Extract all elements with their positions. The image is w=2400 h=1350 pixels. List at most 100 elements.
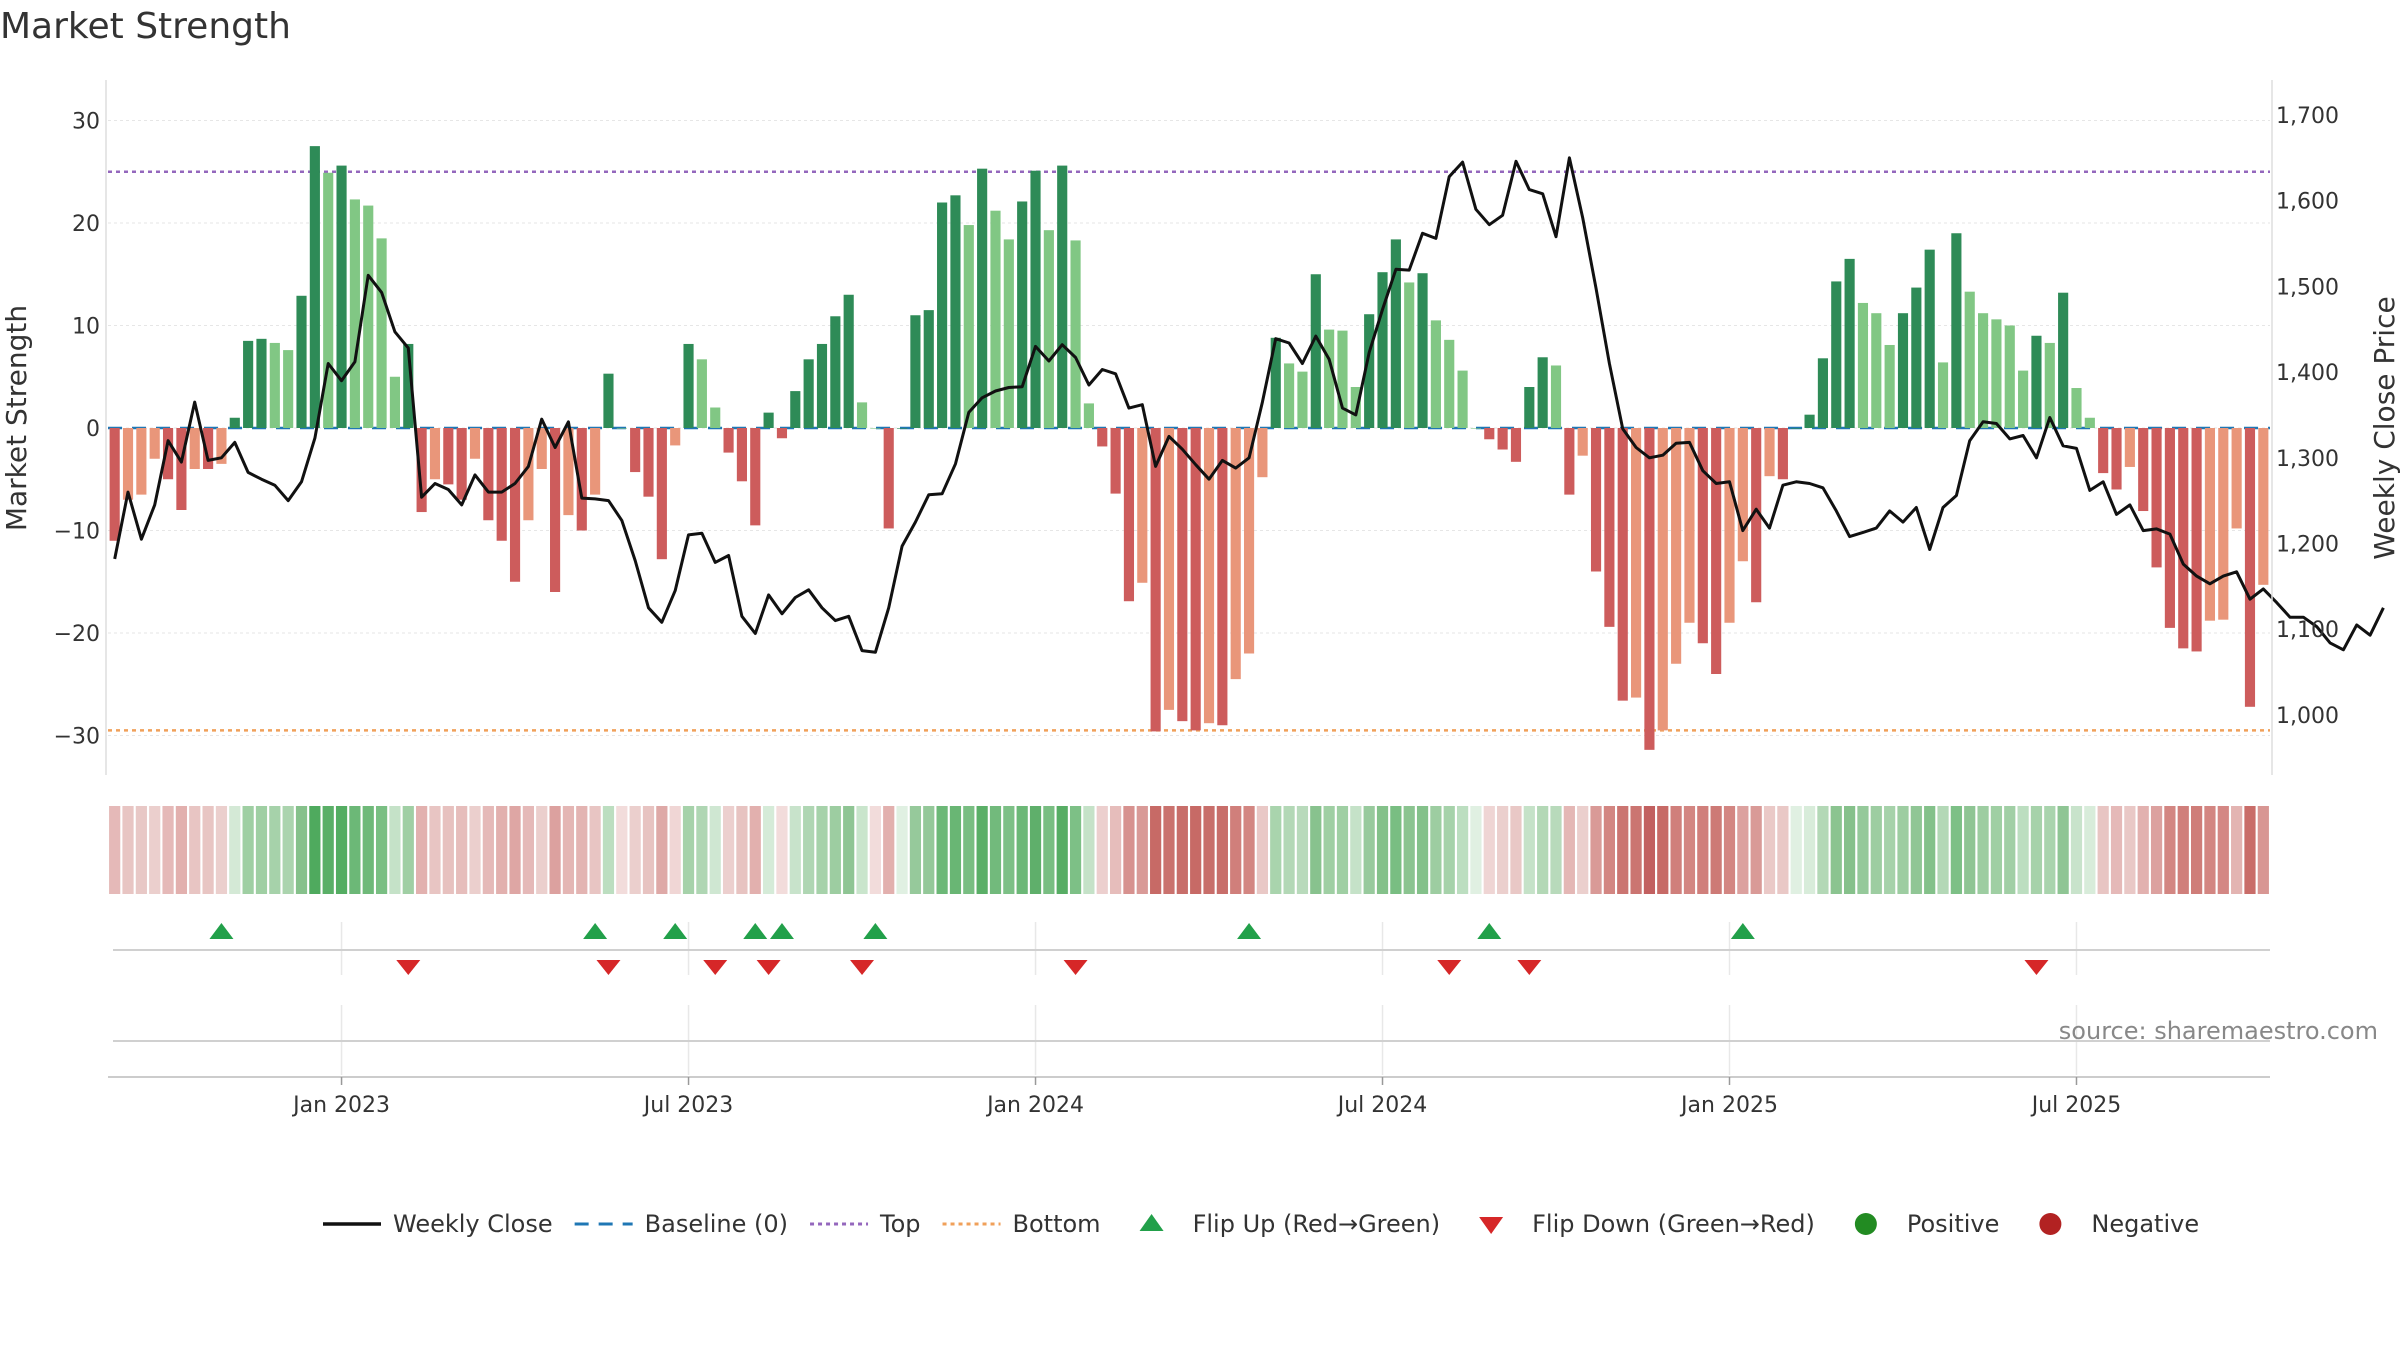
strength-bar (1897, 313, 1909, 428)
strip-cell (856, 806, 868, 894)
strip-cell (242, 806, 254, 894)
strip-cell (776, 806, 788, 894)
strip-cell (1697, 806, 1709, 894)
strip-cell (602, 806, 615, 894)
flip-down-marker (1063, 960, 1088, 975)
strip-cell (1817, 806, 1829, 894)
strength-bar (2084, 417, 2095, 428)
strength-bar (483, 428, 494, 521)
strength-bar (896, 428, 908, 429)
strip-cell (816, 806, 828, 894)
strength-bar (1590, 428, 1602, 572)
strength-bar (1284, 363, 1295, 428)
strip-cell (1109, 806, 1122, 894)
flip-down-marker (850, 960, 875, 975)
strength-bar (923, 310, 934, 428)
strength-bar (1324, 329, 1335, 428)
strip-cell (2044, 806, 2056, 894)
strip-cell (2070, 806, 2083, 894)
strength-bar (1390, 239, 1401, 428)
strip-cell (669, 806, 681, 894)
right-tick-label: 1,400 (2276, 361, 2339, 386)
flip-up-marker (209, 923, 234, 939)
right-tick-label: 1,300 (2276, 447, 2339, 472)
strip-cell (442, 806, 454, 894)
strip-cell (749, 806, 761, 894)
strength-bar (1337, 330, 1348, 428)
strip-cell (1683, 806, 1696, 894)
strip-cell (709, 806, 721, 894)
flip-down-marker (756, 960, 781, 975)
strip-cell (2017, 806, 2029, 894)
right-tick-label: 1,700 (2276, 104, 2339, 129)
strip-cell (1617, 806, 1629, 894)
strip-cell (335, 806, 348, 894)
strength-bar (1804, 414, 1815, 428)
strip-cell (722, 806, 735, 894)
strength-bar (349, 199, 360, 428)
legend-item: Negative (2039, 1210, 2199, 1238)
strength-bar (389, 376, 401, 428)
strength-bar (816, 343, 828, 428)
strength-bar (162, 428, 174, 480)
right-axis: 1,700 1,600 1,500 1,400 1,300 1,200 1,100 1,000 (2271, 80, 2339, 775)
strip-cell (1910, 806, 1922, 894)
legend-label: Flip Up (Red→Green) (1193, 1210, 1441, 1238)
strength-bar (870, 428, 881, 429)
x-tick-label: Jan 2023 (291, 1093, 390, 1118)
strength-bar (2004, 325, 2015, 428)
strip-cell (642, 806, 655, 894)
strip-cell (896, 806, 908, 894)
strip-cell (1990, 806, 2003, 894)
strength-bar (1631, 428, 1642, 698)
strength-bar (122, 428, 134, 500)
legend-label: Weekly Close (393, 1210, 553, 1238)
strength-bar (1817, 358, 1828, 428)
strip-cell (1643, 806, 1656, 894)
strip-cell (1003, 806, 1015, 894)
strength-bar (1430, 320, 1441, 428)
strip-cell (1550, 806, 1562, 894)
strength-bar (1417, 273, 1428, 428)
strip-cell (1270, 806, 1282, 894)
left-tick-label: 30 (72, 110, 100, 135)
left-axis-label: Market Strength (0, 305, 33, 531)
strip-cell (1216, 806, 1228, 894)
left-tick-label: 20 (72, 212, 100, 237)
strip-cell (1844, 806, 1856, 894)
strip-cell (1016, 806, 1028, 894)
strength-bar (1457, 370, 1468, 428)
strength-bar (1377, 272, 1388, 428)
strength-bars (109, 146, 2269, 750)
strip-cell (1483, 806, 1495, 894)
strength-bar (1924, 249, 1935, 428)
strip-cell (1897, 806, 1909, 894)
strip-cell (215, 806, 228, 894)
strip-cell (1390, 806, 1402, 894)
strip-cell (923, 806, 935, 894)
strip-cell (389, 806, 401, 894)
strength-bar (1871, 313, 1882, 428)
strip-cell (1029, 806, 1042, 894)
strip-cell (509, 806, 521, 894)
strength-bar (189, 428, 200, 469)
left-tick-label: 10 (72, 315, 100, 340)
strength-bar (1657, 428, 1668, 731)
strip-cell (1750, 806, 1762, 894)
strip-cell (1790, 806, 1802, 894)
strength-bar (1350, 387, 1361, 428)
flip-up-marker (583, 923, 608, 939)
strip-cell (883, 806, 895, 894)
strength-bar (203, 428, 214, 469)
strip-cell (1176, 806, 1188, 894)
legend-label: Flip Down (Green→Red) (1532, 1210, 1815, 1238)
strength-bar (1844, 258, 1855, 428)
flip-up-marker (863, 923, 888, 939)
strength-bar (576, 428, 587, 531)
strength-bar (2111, 428, 2122, 490)
strength-bar (363, 205, 374, 428)
strip-cell (1870, 806, 1882, 894)
strength-bar (1257, 428, 1268, 478)
strength-bar (296, 295, 307, 428)
strength-bar (1737, 428, 1748, 562)
